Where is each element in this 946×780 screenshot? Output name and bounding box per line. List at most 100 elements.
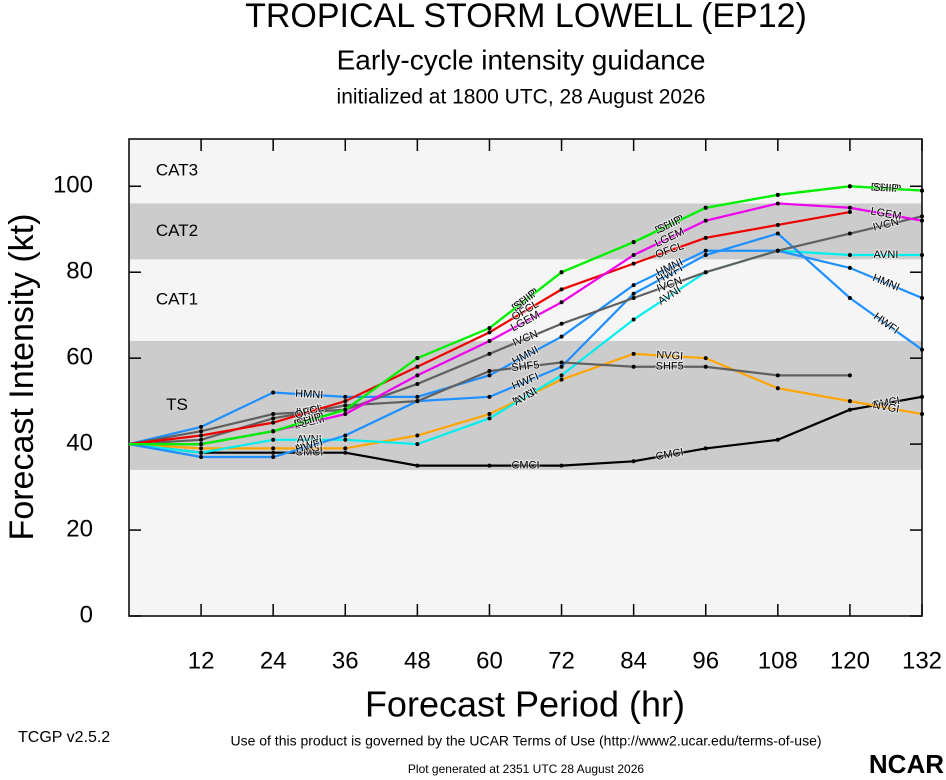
- data-point: [847, 296, 852, 300]
- y-tick-label: 0: [80, 601, 93, 628]
- data-point: [775, 201, 780, 206]
- data-point: [199, 433, 204, 438]
- data-point: [920, 214, 924, 219]
- data-point: [487, 369, 492, 374]
- data-point: [703, 253, 708, 258]
- data-point: [415, 394, 420, 399]
- data-point: [199, 446, 204, 451]
- data-point: [343, 446, 348, 451]
- series-label: NVGI: [656, 349, 684, 363]
- data-point: [703, 364, 708, 369]
- data-point: [487, 394, 492, 399]
- data-point: [920, 296, 924, 300]
- logo: NCAR: [869, 749, 944, 779]
- data-point: [415, 463, 420, 468]
- data-point: [271, 437, 276, 442]
- generated: Plot generated at 2351 UTC 28 August 202…: [408, 762, 644, 776]
- x-tick-label: 48: [404, 647, 431, 674]
- data-point: [343, 407, 348, 412]
- chart-title: TROPICAL STORM LOWELL (EP12): [245, 0, 807, 35]
- data-point: [415, 433, 420, 438]
- series-label: AVNI: [874, 249, 899, 261]
- data-point: [703, 235, 708, 240]
- data-point: [775, 231, 780, 236]
- x-tick-label: 84: [620, 647, 647, 674]
- data-point: [199, 429, 204, 434]
- x-tick-label: 108: [758, 647, 798, 674]
- data-point: [415, 356, 420, 361]
- data-point: [343, 437, 348, 442]
- data-point: [847, 231, 852, 236]
- y-tick-label: 60: [66, 344, 93, 371]
- data-point: [703, 446, 708, 451]
- terms: Use of this product is governed by the U…: [230, 733, 821, 749]
- data-point: [343, 450, 348, 455]
- data-point: [775, 437, 780, 442]
- data-point: [847, 184, 852, 189]
- data-point: [847, 407, 852, 412]
- data-point: [703, 218, 708, 223]
- x-tick-label: 24: [260, 647, 287, 674]
- data-point: [631, 459, 636, 464]
- data-point: [343, 412, 348, 417]
- data-point: [847, 210, 852, 215]
- data-point: [415, 399, 420, 404]
- data-point: [631, 253, 636, 258]
- data-point: [631, 296, 636, 300]
- data-point: [847, 265, 852, 270]
- data-point: [775, 373, 780, 378]
- data-point: [847, 373, 852, 378]
- data-point: [271, 412, 276, 417]
- data-point: [271, 429, 276, 434]
- plot-frame: [128, 138, 923, 617]
- x-tick-label: 132: [902, 647, 942, 674]
- band-label: TS: [166, 395, 188, 414]
- series-label: CMCI: [511, 460, 539, 472]
- data-point: [631, 283, 636, 288]
- series-label: SHF5: [656, 361, 684, 373]
- data-point: [271, 416, 276, 421]
- x-tick-label: 12: [188, 647, 215, 674]
- data-point: [271, 455, 276, 459]
- series-line: [129, 185, 923, 446]
- data-point: [415, 381, 420, 386]
- data-point: [847, 399, 852, 404]
- data-point: [775, 192, 780, 197]
- x-tick-label: 36: [332, 647, 359, 674]
- x-tick-label: 60: [476, 647, 503, 674]
- y-tick-label: 40: [66, 429, 93, 456]
- data-point: [775, 248, 780, 253]
- data-point: [271, 446, 276, 451]
- data-point: [920, 218, 924, 223]
- data-point: [631, 364, 636, 369]
- data-point: [199, 455, 204, 459]
- data-point: [559, 270, 564, 275]
- init-time: initialized at 1800 UTC, 28 August 2026: [337, 86, 706, 109]
- data-point: [487, 330, 492, 335]
- data-point: [487, 338, 492, 343]
- data-point: [631, 291, 636, 296]
- data-point: [343, 403, 348, 408]
- data-point: [415, 373, 420, 378]
- series-label: SHF5: [511, 359, 540, 374]
- data-point: [271, 390, 276, 395]
- x-tick-label: 72: [548, 647, 575, 674]
- y-tick-label: 80: [66, 258, 93, 285]
- data-point: [631, 317, 636, 322]
- data-point: [703, 356, 708, 361]
- data-point: [703, 270, 708, 275]
- series-label: HMNI: [295, 388, 324, 402]
- data-point: [199, 450, 204, 455]
- data-point: [343, 399, 348, 404]
- data-point: [487, 373, 492, 378]
- y-tick-label: 100: [53, 172, 93, 199]
- data-point: [559, 360, 564, 365]
- band-label: CAT2: [156, 221, 198, 240]
- y-tick-label: 20: [66, 515, 93, 542]
- series-line: [128, 249, 923, 446]
- data-point: [920, 253, 924, 258]
- data-point: [559, 300, 564, 305]
- data-point: [847, 205, 852, 210]
- data-point: [415, 442, 420, 447]
